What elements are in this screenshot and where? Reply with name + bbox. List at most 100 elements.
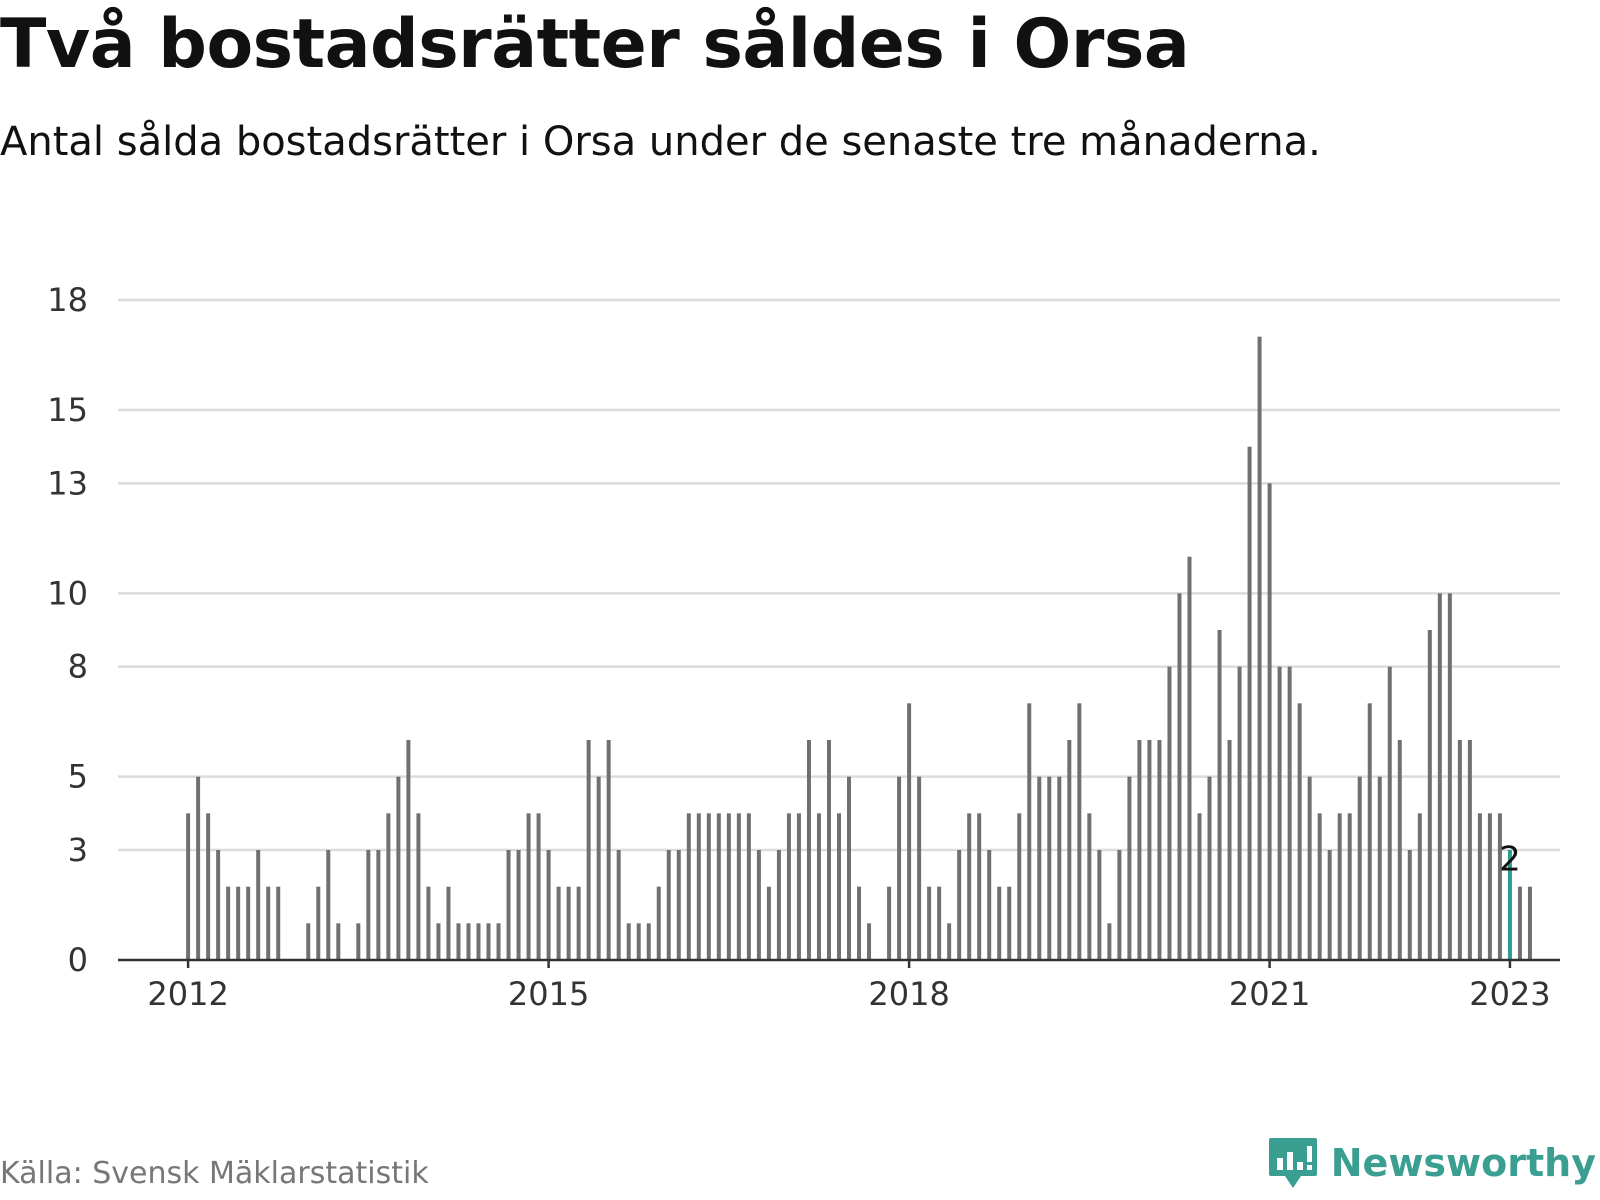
y-axis-ticks: 0 3 5 8 10 13 15 18: [47, 281, 88, 979]
bar: [826, 740, 831, 960]
bar: [206, 813, 211, 960]
bar: [1497, 813, 1502, 960]
x-tick-label: 2018: [868, 975, 949, 1013]
bar: [586, 740, 591, 960]
bar: [596, 776, 601, 960]
bar: [1097, 850, 1102, 960]
bar: [196, 776, 201, 960]
bar: [1037, 776, 1042, 960]
bar: [1487, 813, 1492, 960]
bar: [566, 886, 571, 960]
bar: [256, 850, 261, 960]
bar: [1417, 813, 1422, 960]
bar: [816, 813, 821, 960]
x-tick-label: 2021: [1229, 975, 1310, 1013]
bar: [987, 850, 992, 960]
bar: [1337, 813, 1342, 960]
bar: [216, 850, 221, 960]
bar: [957, 850, 962, 960]
bar-highlight: [1507, 850, 1512, 960]
bar: [937, 886, 942, 960]
y-tick-label: 15: [47, 391, 88, 429]
bar: [1347, 813, 1352, 960]
bar: [636, 923, 641, 960]
bar: [1217, 630, 1222, 960]
bar: [1307, 776, 1312, 960]
bar: [356, 923, 361, 960]
y-tick-label: 5: [68, 758, 88, 796]
x-axis-ticks: 2012 2015 2018 2021 2023: [147, 960, 1551, 1013]
bar: [466, 923, 471, 960]
y-tick-label: 0: [68, 941, 88, 979]
source-note: Källa: Svensk Mäklarstatistik: [0, 1156, 429, 1191]
bar: [1107, 923, 1112, 960]
bar: [1197, 813, 1202, 960]
bar: [266, 886, 271, 960]
bar: [376, 850, 381, 960]
bar: [1357, 776, 1362, 960]
bar: [857, 886, 862, 960]
brand-logo: Newsworthy: [1267, 1136, 1596, 1190]
bar: [1367, 703, 1372, 960]
bar: [656, 886, 661, 960]
page-title: Två bostadsrätter såldes i Orsa: [0, 5, 1190, 84]
newsworthy-logo-icon: [1268, 1138, 1317, 1188]
bar: [366, 850, 371, 960]
bar: [236, 886, 241, 960]
bar: [536, 813, 541, 960]
bar: [336, 923, 341, 960]
bar: [1127, 776, 1132, 960]
bar: [1457, 740, 1462, 960]
y-tick-label: 8: [68, 648, 88, 686]
bar: [606, 740, 611, 960]
bar: [626, 923, 631, 960]
bar: [416, 813, 421, 960]
bar: [1207, 776, 1212, 960]
bar: [1387, 666, 1392, 960]
bar: [1527, 886, 1532, 960]
bar: [1067, 740, 1072, 960]
bar: [1517, 886, 1522, 960]
bar: [947, 923, 952, 960]
bar: [516, 850, 521, 960]
bar: [897, 776, 902, 960]
bar: [997, 886, 1002, 960]
bar: [837, 813, 841, 960]
bar: [1027, 703, 1032, 960]
bar: [316, 886, 321, 960]
bar: [616, 850, 621, 960]
bar: [436, 923, 441, 960]
bar: [766, 886, 771, 960]
bar: [706, 813, 711, 960]
y-tick-label: 18: [47, 281, 88, 319]
bar: [276, 886, 281, 960]
y-tick-label: 13: [47, 464, 88, 502]
bar: [306, 923, 311, 960]
bar: [776, 850, 781, 960]
bar: [426, 886, 431, 960]
bar: [1157, 740, 1162, 960]
bar: [406, 740, 411, 960]
bar: [496, 923, 501, 960]
bar: [1267, 483, 1272, 960]
bar: [506, 850, 511, 960]
bar: [386, 813, 391, 960]
bar: [1467, 740, 1472, 960]
highlight-value-label: 2: [1499, 840, 1521, 880]
bar: [927, 886, 932, 960]
bar: [456, 923, 461, 960]
bar: [1007, 886, 1012, 960]
bar: [1147, 740, 1152, 960]
x-tick-label: 2012: [147, 975, 228, 1013]
bar: [1227, 740, 1232, 960]
bar: [696, 813, 701, 960]
bar: [686, 813, 691, 960]
bar: [1247, 446, 1252, 960]
bar: [726, 813, 731, 960]
bar: [716, 813, 721, 960]
bar-chart: 0 3 5 8 10 13 15 18 2012 2015 2018 2021 2023 2: [47, 281, 1560, 1013]
bar: [666, 850, 671, 960]
bar: [917, 776, 922, 960]
gridlines: [118, 298, 1560, 852]
bar: [1407, 850, 1412, 960]
